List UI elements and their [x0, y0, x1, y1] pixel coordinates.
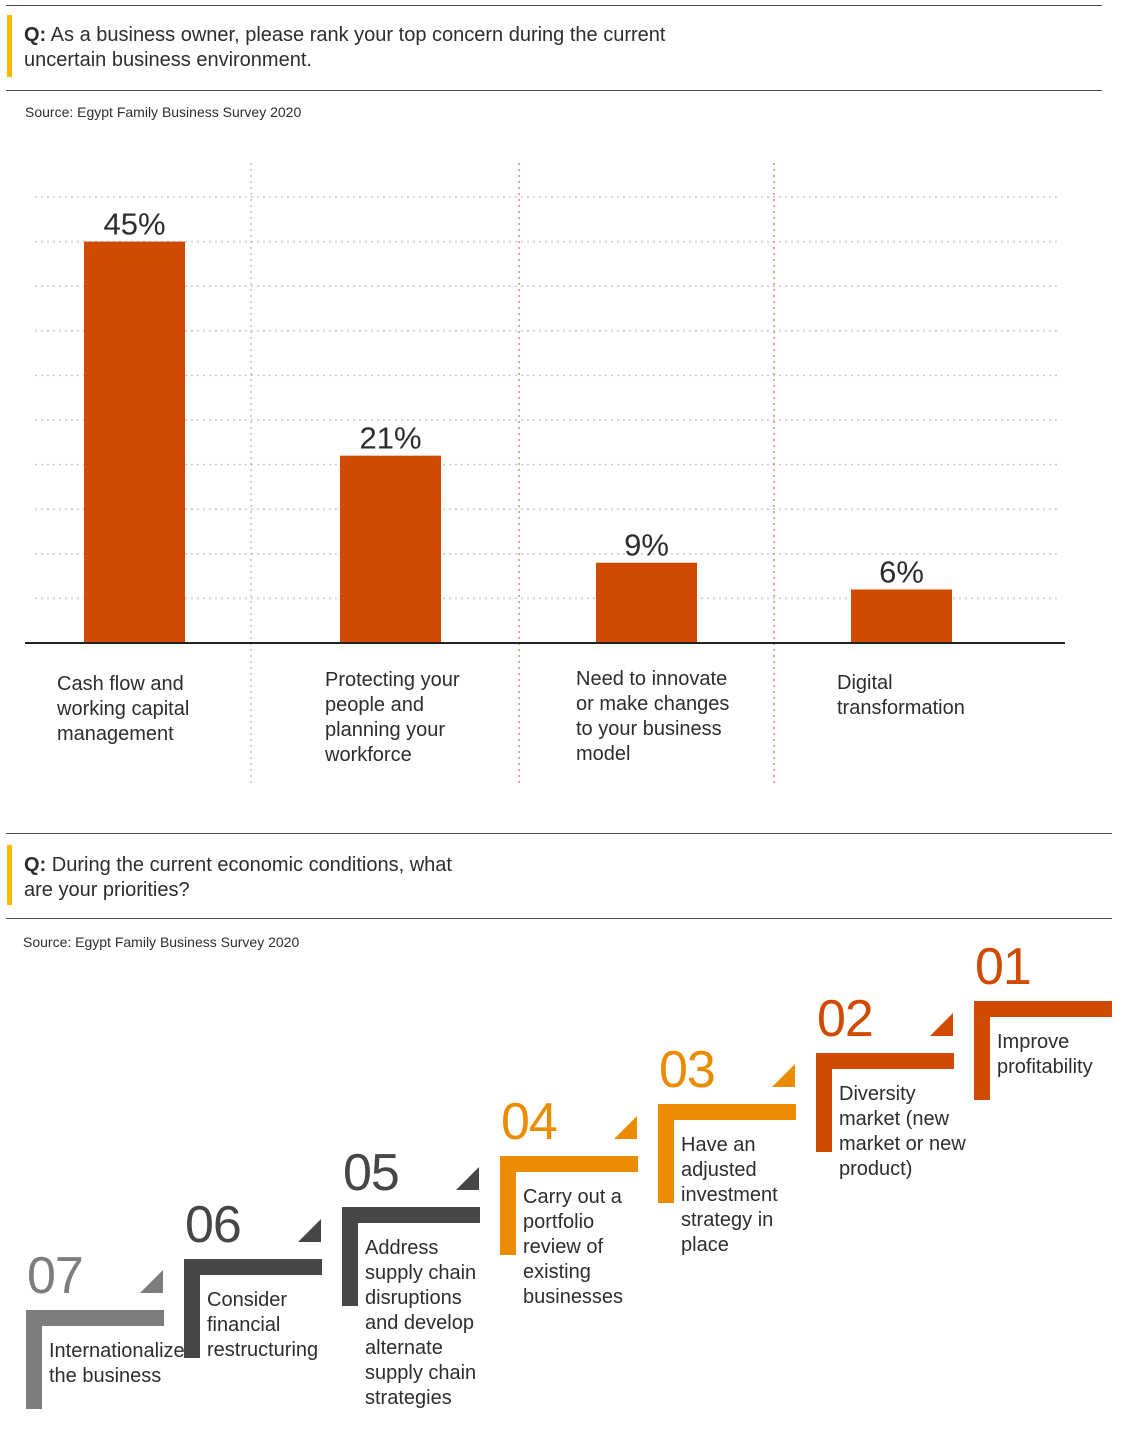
step-bracket-side	[500, 1155, 516, 1255]
divider	[6, 918, 1112, 919]
bar-value-label: 21%	[359, 421, 421, 456]
question-prefix: Q:	[24, 854, 47, 876]
divider	[6, 5, 1102, 6]
bar	[851, 589, 952, 643]
step-label: Diversity market (new market or new prod…	[839, 1082, 966, 1180]
source-note: Source: Egypt Family Business Survey 202…	[25, 104, 302, 120]
step-label: Carry out a portfolio review of existing…	[523, 1185, 624, 1308]
step-bracket-side	[658, 1104, 674, 1203]
category-label: Protecting your people and planning your…	[325, 669, 460, 766]
source-note: Source: Egypt Family Business Survey 202…	[23, 934, 300, 950]
accent-bar	[7, 15, 12, 77]
bar-value-label: 6%	[879, 554, 924, 589]
question-1: Q: As a business owner, please rank your…	[24, 23, 724, 73]
bar-value-label: 9%	[624, 528, 669, 563]
step-bracket-side	[26, 1310, 42, 1409]
step-arrow-icon	[772, 1064, 795, 1087]
question-text: As a business owner, please rank your to…	[24, 24, 666, 71]
step-number: 04	[501, 1092, 558, 1151]
bar	[340, 455, 441, 643]
bar	[596, 562, 697, 643]
step-number: 01	[975, 938, 1032, 996]
category-label: Need to innovate or make changes to your…	[576, 668, 730, 765]
step-bracket-top	[26, 1310, 164, 1326]
step-bracket-side	[342, 1207, 358, 1306]
category-label: Digital transformation	[837, 672, 965, 719]
step-bracket-top	[816, 1052, 954, 1069]
step-bracket-side	[974, 1001, 990, 1100]
step-label: Consider financial restructuring	[207, 1288, 319, 1361]
step-bracket-top	[342, 1207, 480, 1223]
step-number: 02	[817, 989, 874, 1048]
bar	[84, 241, 185, 643]
step-arrow-icon	[456, 1167, 479, 1190]
category-label: Cash flow and working capital management	[57, 673, 190, 745]
divider	[6, 833, 1112, 834]
step-label: Address supply chain disruptions and dev…	[365, 1237, 477, 1409]
step-label: Have an adjusted investment strategy in …	[681, 1134, 778, 1256]
step-arrow-icon	[930, 1012, 953, 1036]
step-bracket-top	[974, 1001, 1112, 1017]
accent-bar	[7, 845, 12, 905]
step-arrow-icon	[140, 1270, 163, 1293]
step-arrow-icon	[298, 1218, 321, 1242]
step-number: 07	[27, 1247, 84, 1305]
step-bracket-top	[184, 1258, 322, 1275]
question-text: During the current economic conditions, …	[24, 854, 452, 901]
step-bracket-top	[500, 1155, 638, 1172]
step-number: 06	[185, 1195, 242, 1254]
step-bracket-side	[816, 1052, 832, 1152]
step-label: Internationalize the business	[49, 1340, 185, 1387]
divider	[6, 90, 1102, 91]
step-arrow-icon	[614, 1115, 637, 1139]
step-label: Improve profitability	[997, 1031, 1093, 1078]
question-prefix: Q:	[24, 24, 47, 46]
step-number: 03	[659, 1041, 716, 1099]
step-number: 05	[343, 1144, 400, 1202]
bar-value-label: 45%	[103, 207, 165, 242]
bar-chart: 45% 21% 9% 6%	[25, 163, 1065, 787]
step-bracket-side	[184, 1258, 200, 1358]
step-bracket-top	[658, 1104, 796, 1120]
question-2: Q: During the current economic condition…	[24, 853, 454, 903]
